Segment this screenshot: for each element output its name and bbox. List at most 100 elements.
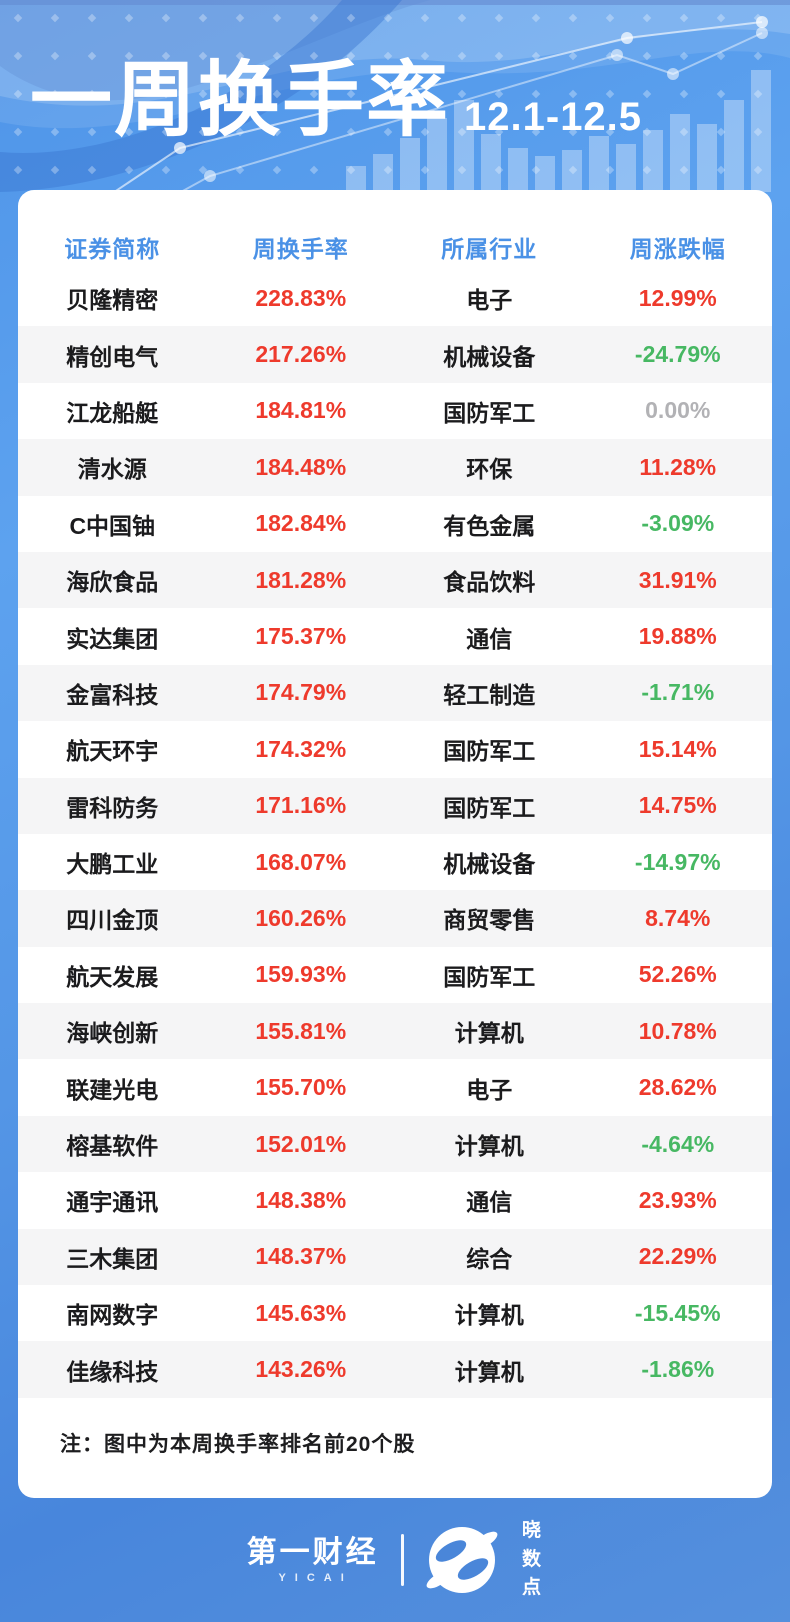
industry-label: 机械设备 [443,343,536,370]
turnover-value: 152.01% [255,1130,347,1157]
change-value: -14.97% [634,848,721,875]
industry-label: 通信 [466,625,513,652]
change-value: 0.00% [645,397,711,424]
column-header-stock: 证券简称 [64,236,161,262]
change-value: 8.74% [645,904,711,931]
stock-name: 航天发展 [66,963,159,990]
bar-chart-decoration [346,70,771,192]
stock-name: 海欣食品 [66,569,159,596]
industry-label: 商贸零售 [443,907,536,934]
table-header-row: 证券简称 周换手率 所属行业 周涨跌幅 [18,190,772,270]
yicai-logo-subtext: YICAI [278,1572,353,1584]
turnover-value: 174.79% [255,679,347,706]
table-row: 南网数字 145.63% 计算机 -15.45% [18,1285,772,1341]
turnover-value: 155.70% [255,1074,347,1101]
table-row: 海欣食品 181.28% 食品饮料 31.91% [18,551,772,609]
table-row: 佳缘科技 143.26% 计算机 -1.86% [18,1341,772,1398]
yicai-logo: 第一财经 YICAI [247,1536,379,1584]
turnover-value: 168.07% [255,848,347,875]
table-row: 通宇通讯 148.38% 通信 23.93% [18,1172,772,1228]
industry-label: 有色金属 [443,512,536,539]
column-header-change: 周涨跌幅 [629,236,726,262]
stock-name: 精创电气 [66,343,159,370]
stock-name: 雷科防务 [66,794,159,821]
change-value: -4.64% [641,1130,715,1157]
change-value: 28.62% [638,1074,717,1101]
table-row: C中国铀 182.84% 有色金属 -3.09% [18,496,772,552]
table-row: 大鹏工业 168.07% 机械设备 -14.97% [18,834,772,890]
turnover-value: 171.16% [255,792,347,819]
stock-name: 江龙船艇 [66,399,159,426]
data-card: 证券简称 周换手率 所属行业 周涨跌幅 贝隆精密 228.83% 电子 12.9… [18,190,772,1498]
table-row: 联建光电 155.70% 电子 28.62% [18,1059,772,1115]
table-row: 金富科技 174.79% 轻工制造 -1.71% [18,664,772,722]
stock-name: 榕基软件 [66,1133,159,1160]
stock-name: 贝隆精密 [66,287,159,314]
stock-name: 四川金顶 [66,907,159,934]
header-decoration [0,0,790,192]
industry-label: 综合 [466,1245,513,1272]
industry-label: 计算机 [454,1358,524,1385]
industry-label: 机械设备 [443,851,536,878]
xiaoshudian-logo-icon [426,1527,498,1593]
change-value: 19.88% [638,623,717,650]
change-value: 31.91% [638,566,717,593]
stock-name: 佳缘科技 [66,1358,159,1385]
industry-label: 电子 [466,287,513,314]
change-value: 12.99% [638,284,717,311]
change-value: 10.78% [638,1017,717,1044]
industry-label: 计算机 [454,1133,524,1160]
turnover-value: 184.48% [255,453,347,480]
table-row: 江龙船艇 184.81% 国防军工 0.00% [18,383,772,439]
change-value: 15.14% [638,735,717,762]
stock-name: 三木集团 [66,1245,159,1272]
turnover-value: 174.32% [255,735,347,762]
turnover-value: 159.93% [255,961,347,988]
table-row: 贝隆精密 228.83% 电子 12.99% [18,270,772,326]
change-value: 22.29% [638,1243,717,1270]
industry-label: 食品饮料 [443,569,536,596]
change-value: 11.28% [639,453,717,480]
line-chart-decoration [112,16,768,192]
industry-label: 电子 [466,1076,513,1103]
industry-label: 通信 [466,1189,513,1216]
table-row: 精创电气 217.26% 机械设备 -24.79% [18,326,772,383]
change-value: 52.26% [638,961,717,988]
turnover-value: 228.83% [255,284,347,311]
change-value: -15.45% [634,1299,721,1326]
industry-label: 计算机 [454,1020,524,1047]
turnover-value: 148.38% [255,1186,347,1213]
stock-name: 航天环宇 [66,738,159,765]
table-row: 雷科防务 171.16% 国防军工 14.75% [18,777,772,834]
stock-name: 清水源 [77,456,147,483]
table-row: 榕基软件 152.01% 计算机 -4.64% [18,1115,772,1173]
column-header-industry: 所属行业 [441,236,538,262]
yicai-logo-text: 第一财经 [246,1536,379,1569]
footer-divider [400,1534,404,1586]
industry-label: 国防军工 [443,399,536,426]
change-value: -1.71% [641,679,715,706]
table-row: 三木集团 148.37% 综合 22.29% [18,1228,772,1286]
industry-label: 计算机 [454,1302,524,1329]
turnover-value: 182.84% [255,510,347,537]
table-body: 贝隆精密 228.83% 电子 12.99% 精创电气 217.26% 机械设备… [18,270,772,1398]
stock-name: 通宇通讯 [66,1189,159,1216]
stock-name: 联建光电 [66,1076,159,1103]
change-value: -24.79% [634,341,721,368]
table-row: 四川金顶 160.26% 商贸零售 8.74% [18,890,772,947]
table-row: 航天环宇 174.32% 国防军工 15.14% [18,721,772,777]
stock-name: 南网数字 [66,1302,159,1329]
date-range: 12.1-12.5 [464,95,643,140]
change-value: 23.93% [638,1186,717,1213]
industry-label: 国防军工 [443,738,536,765]
stock-name: 海峡创新 [66,1020,159,1047]
stock-name: C中国铀 [69,512,156,539]
change-value: -1.86% [641,1356,715,1383]
footer-brand-bar: 第一财经 YICAI 晓数点 [0,1498,790,1622]
page-title: 一周换手率 [30,55,451,146]
change-value: 14.75% [638,792,717,819]
turnover-value: 160.26% [255,904,347,931]
turnover-value: 143.26% [255,1356,347,1383]
stock-name: 金富科技 [66,681,159,708]
table-row: 航天发展 159.93% 国防军工 52.26% [18,947,772,1003]
